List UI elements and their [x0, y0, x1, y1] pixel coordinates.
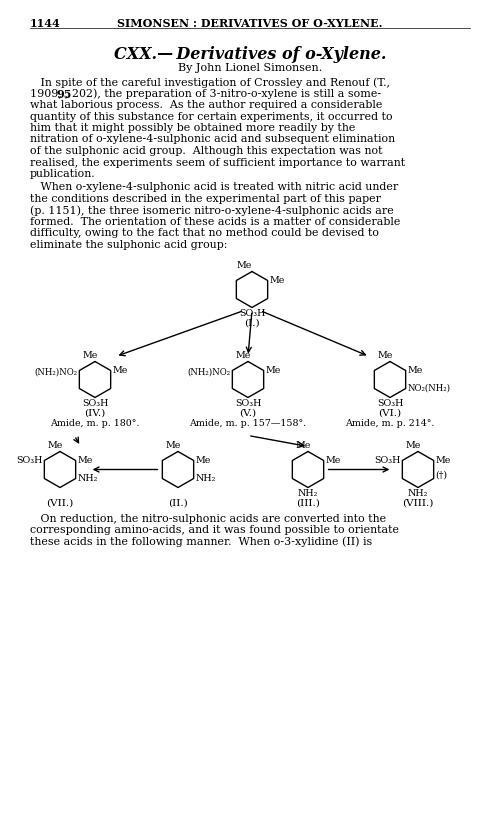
Text: the conditions described in the experimental part of this paper: the conditions described in the experime… [30, 194, 381, 204]
Text: SO₃H: SO₃H [374, 456, 400, 465]
Text: eliminate the sulphonic acid group:: eliminate the sulphonic acid group: [30, 240, 228, 250]
Text: SO₃H: SO₃H [239, 309, 265, 318]
Text: (IV.): (IV.) [84, 408, 105, 417]
Text: Me: Me [236, 351, 250, 360]
Text: NO₂(NH₂): NO₂(NH₂) [408, 384, 451, 393]
Text: Me: Me [326, 456, 341, 465]
Text: SO₃H: SO₃H [377, 398, 403, 408]
Text: quantity of this substance for certain experiments, it occurred to: quantity of this substance for certain e… [30, 111, 393, 121]
Text: Me: Me [166, 441, 180, 450]
Text: NH₂: NH₂ [298, 488, 318, 497]
Text: Amide, m. p. 214°.: Amide, m. p. 214°. [346, 418, 434, 427]
Text: Amide, m. p. 157—158°.: Amide, m. p. 157—158°. [190, 418, 306, 427]
Text: Me: Me [78, 456, 93, 465]
Text: Amide, m. p. 180°.: Amide, m. p. 180°. [50, 418, 140, 427]
Text: Me: Me [266, 366, 281, 375]
Text: these acids in the following manner.  When o-3-xylidine (II) is: these acids in the following manner. Whe… [30, 536, 372, 547]
Text: Me: Me [406, 441, 420, 450]
Text: Me: Me [196, 456, 211, 465]
Text: him that it might possibly be obtained more readily by the: him that it might possibly be obtained m… [30, 123, 356, 133]
Text: Me: Me [408, 366, 423, 375]
Text: Me: Me [82, 351, 98, 360]
Text: (V.): (V.) [240, 408, 256, 417]
Text: (NH₂)NO₂: (NH₂)NO₂ [34, 368, 78, 377]
Text: Me: Me [270, 276, 285, 285]
Text: CXX.— Derivatives of o-Xylene.: CXX.— Derivatives of o-Xylene. [114, 46, 386, 63]
Text: of the sulphonic acid group.  Although this expectation was not: of the sulphonic acid group. Although th… [30, 146, 383, 156]
Text: Me: Me [48, 441, 62, 450]
Text: NH₂: NH₂ [408, 488, 428, 497]
Text: (II.): (II.) [168, 498, 188, 507]
Text: (p. 1151), the three isomeric nitro-o-xylene-4-sulphonic acids are: (p. 1151), the three isomeric nitro-o-xy… [30, 205, 394, 216]
Text: Me: Me [296, 441, 310, 450]
Text: Me: Me [378, 351, 392, 360]
Text: Me: Me [112, 366, 128, 375]
Text: nitration of o-xylene-4-sulphonic acid and subsequent elimination: nitration of o-xylene-4-sulphonic acid a… [30, 134, 395, 144]
Text: 95: 95 [56, 88, 72, 100]
Text: 1144: 1144 [30, 18, 61, 29]
Text: NH₂: NH₂ [196, 474, 216, 483]
Text: difficulty, owing to the fact that no method could be devised to: difficulty, owing to the fact that no me… [30, 229, 379, 238]
Text: (III.): (III.) [296, 498, 320, 507]
Text: 1909,: 1909, [30, 88, 66, 98]
Text: (†): (†) [436, 471, 448, 480]
Text: realised, the experiments seem of sufficient importance to warrant: realised, the experiments seem of suffic… [30, 158, 405, 167]
Text: corresponding amino-acids, and it was found possible to orientate: corresponding amino-acids, and it was fo… [30, 525, 399, 535]
Text: NH₂: NH₂ [78, 474, 98, 483]
Text: SO₃H: SO₃H [82, 398, 108, 408]
Text: , 202), the preparation of 3-nitro-o-xylene is still a some-: , 202), the preparation of 3-nitro-o-xyl… [65, 88, 381, 99]
Text: Me: Me [236, 261, 252, 270]
Text: By John Lionel Simonsen.: By John Lionel Simonsen. [178, 63, 322, 73]
Text: what laborious process.  As the author required a considerable: what laborious process. As the author re… [30, 100, 383, 110]
Text: On reduction, the nitro-sulphonic acids are converted into the: On reduction, the nitro-sulphonic acids … [30, 513, 386, 524]
Text: (I.): (I.) [244, 318, 260, 328]
Text: SO₃H: SO₃H [16, 456, 42, 465]
Text: In spite of the careful investigation of Crossley and Renouf (T.,: In spite of the careful investigation of… [30, 77, 390, 87]
Text: publication.: publication. [30, 169, 96, 179]
Text: SO₃H: SO₃H [235, 398, 261, 408]
Text: (NH₂)NO₂: (NH₂)NO₂ [187, 368, 230, 377]
Text: When o-xylene-4-sulphonic acid is treated with nitric acid under: When o-xylene-4-sulphonic acid is treate… [30, 182, 398, 192]
Text: (VII.): (VII.) [46, 498, 74, 507]
Text: formed.  The orientation of these acids is a matter of considerable: formed. The orientation of these acids i… [30, 217, 401, 227]
Text: (VI.): (VI.) [378, 408, 402, 417]
Text: (VIII.): (VIII.) [402, 498, 434, 507]
Text: Me: Me [436, 456, 451, 465]
Text: SIMONSEN : DERIVATIVES OF O-XYLENE.: SIMONSEN : DERIVATIVES OF O-XYLENE. [117, 18, 383, 29]
